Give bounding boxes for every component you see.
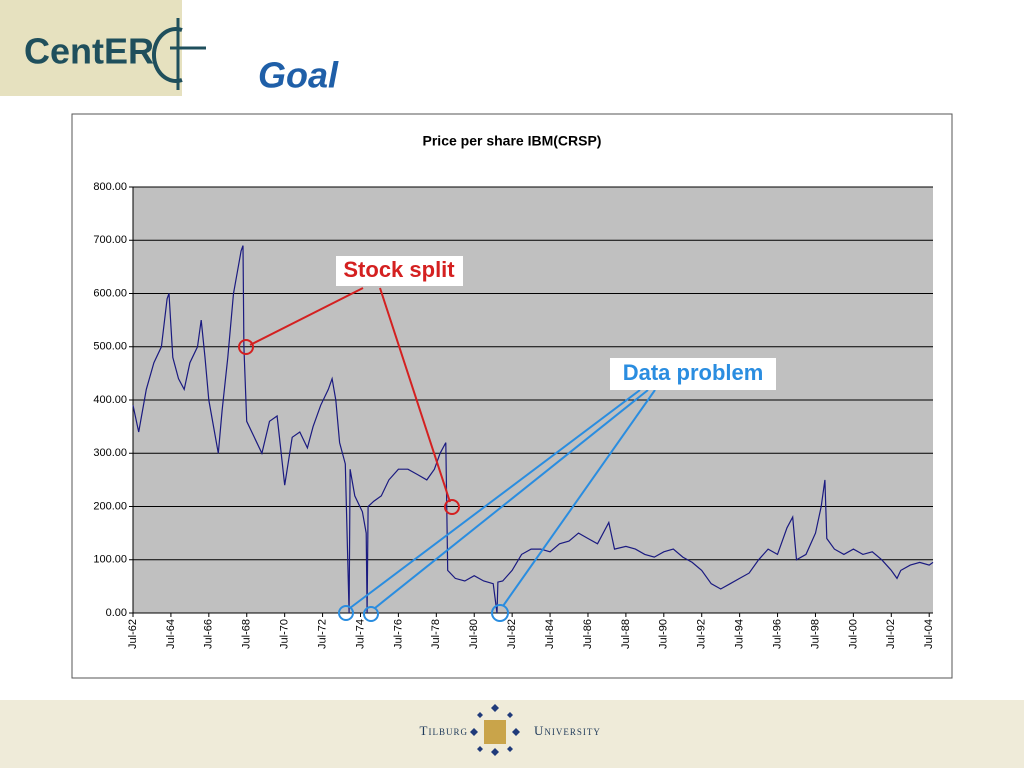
x-tick-label: Jul-94	[734, 619, 746, 649]
y-tick-label: 100.00	[93, 554, 127, 566]
footer-text: University	[534, 723, 601, 738]
connector	[379, 287, 451, 503]
annotation-box	[336, 256, 463, 286]
x-tick-label: Jul-00	[847, 619, 859, 649]
annotation: Data problem	[623, 360, 764, 385]
chart-title: Price per share IBM(CRSP)	[423, 133, 602, 149]
x-tick-label: Jul-84	[544, 619, 556, 649]
marker-circle	[491, 604, 509, 622]
x-tick-label: Jul-68	[241, 619, 253, 649]
x-tick-label: Jul-90	[658, 619, 670, 649]
x-tick-label: Jul-80	[468, 619, 480, 649]
x-tick-label: Jul-82	[506, 619, 518, 649]
marker-circle	[363, 606, 379, 622]
logo-text: CentER	[24, 31, 154, 72]
x-tick-label: Jul-78	[430, 619, 442, 649]
x-tick-label: Jul-72	[316, 619, 328, 649]
x-tick-label: Jul-74	[354, 619, 366, 649]
x-tick-label: Jul-02	[885, 619, 897, 649]
y-tick-label: 700.00	[93, 234, 127, 246]
x-tick-label: Jul-62	[127, 619, 139, 649]
y-tick-label: 0.00	[106, 607, 127, 619]
x-tick-label: Jul-98	[809, 619, 821, 649]
x-tick-label: Jul-66	[203, 619, 215, 649]
x-tick-label: Jul-96	[771, 619, 783, 649]
x-tick-label: Jul-76	[392, 619, 404, 649]
footer-text: Tilburg	[420, 723, 468, 738]
annotations: Stock split Data problem	[238, 256, 776, 622]
y-tick-label: 400.00	[93, 394, 127, 406]
emblem	[484, 720, 506, 744]
x-tick-label: Jul-70	[279, 619, 291, 649]
x-tick-label: Jul-88	[620, 619, 632, 649]
footer-band	[0, 700, 1024, 768]
y-tick-label: 600.00	[93, 287, 127, 299]
footer-emblem	[470, 704, 520, 756]
annotation: Stock split	[343, 257, 455, 282]
connector	[249, 287, 364, 346]
y-tick-label: 300.00	[93, 447, 127, 459]
price-line	[132, 245, 934, 614]
y-tick-label: 500.00	[93, 341, 127, 353]
connector	[374, 389, 649, 609]
marker-circle	[444, 499, 460, 515]
logo-mark	[152, 27, 183, 83]
connector	[349, 389, 641, 609]
logo-mark	[170, 18, 206, 90]
marker-circle	[238, 339, 254, 355]
y-tick-label: 800.00	[93, 181, 127, 193]
x-tick-label: Jul-86	[582, 619, 594, 649]
x-tick-label: Jul-04	[923, 619, 935, 649]
y-tick-label: 200.00	[93, 500, 127, 512]
marker-circle	[338, 605, 354, 621]
x-tick-label: Jul-92	[696, 619, 708, 649]
annotation-box	[610, 358, 776, 390]
slide-title: Goal	[258, 55, 339, 96]
connector	[502, 389, 656, 607]
logo-box	[0, 0, 182, 96]
x-tick-label: Jul-64	[165, 619, 177, 649]
